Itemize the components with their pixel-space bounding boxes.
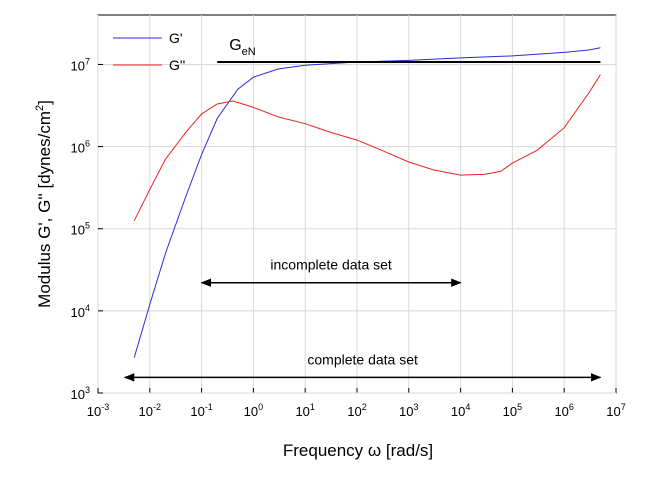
annotation: complete data set [307, 351, 418, 367]
tick-label-base: 10 [451, 404, 465, 419]
tick-label: 102 [347, 402, 366, 419]
tick-label-base: 10 [139, 404, 153, 419]
series-line [133, 74, 601, 222]
tick-label: 104 [451, 402, 470, 419]
tick-label: 106 [554, 402, 573, 419]
legend-label: G' [169, 30, 183, 46]
tick-label-exp: 4 [85, 303, 90, 313]
tick-label-base: 10 [295, 404, 309, 419]
tick-label: 100 [244, 402, 263, 419]
tick-label-base: 10 [503, 404, 517, 419]
x-axis-label: Frequency ω [rad/s] [283, 441, 433, 460]
tick-label-exp: 3 [85, 385, 90, 395]
tick-label-exp: 3 [414, 402, 419, 412]
tick-label-base: 10 [347, 404, 361, 419]
tick-label-exp: 4 [465, 402, 470, 412]
tick-label-exp: -3 [101, 402, 109, 412]
tick-label-exp: 7 [621, 402, 626, 412]
tick-label: 106 [71, 139, 90, 156]
tick-label-exp: -2 [153, 402, 161, 412]
tick-label-base: 10 [71, 58, 85, 73]
tick-label: 10-1 [190, 402, 212, 419]
y-axis-label: Modulus G', G'' [dynes/cm2] [34, 100, 54, 308]
tick-label-base: 10 [87, 404, 101, 419]
tick-label: 107 [606, 402, 625, 419]
tick-label-exp: 0 [258, 402, 263, 412]
tick-label-base: 10 [71, 305, 85, 320]
tick-label-base: 10 [606, 404, 620, 419]
tick-label-base: 10 [190, 404, 204, 419]
annotation: incomplete data set [270, 257, 392, 273]
tick-label: 107 [71, 56, 90, 73]
tick-label: 103 [71, 385, 90, 402]
y-axis-label-text: Modulus G', G'' [dynes/cm [35, 111, 54, 308]
tick-label: 105 [503, 402, 522, 419]
annotation: GeN [229, 37, 256, 58]
tick-label-exp: -1 [205, 402, 213, 412]
y-axis-label-sup: 2 [34, 105, 46, 111]
tick-label-exp: 1 [310, 402, 315, 412]
tick-label: 10-3 [87, 402, 109, 419]
tick-label-base: 10 [71, 141, 85, 156]
tick-label-base: 10 [554, 404, 568, 419]
tick-label-exp: 7 [85, 56, 90, 66]
tick-label-base: 10 [244, 404, 258, 419]
tick-label: 104 [71, 303, 90, 320]
annotation-sub: eN [242, 46, 256, 58]
tick-label-base: 10 [71, 223, 85, 238]
tick-label: 103 [399, 402, 418, 419]
annotation-base: G [229, 37, 241, 54]
tick-label-exp: 5 [85, 221, 90, 231]
tick-label-exp: 6 [569, 402, 574, 412]
tick-label-base: 10 [399, 404, 413, 419]
tick-label: 10-2 [139, 402, 161, 419]
tick-label-exp: 6 [85, 139, 90, 149]
tick-label-exp: 2 [362, 402, 367, 412]
legend-label: G'' [169, 57, 185, 73]
y-axis-label-end: ] [35, 100, 54, 105]
tick-label: 105 [71, 221, 90, 238]
tick-label-base: 10 [71, 387, 85, 402]
series-line [133, 47, 601, 358]
tick-label: 101 [295, 402, 314, 419]
tick-label-exp: 5 [517, 402, 522, 412]
